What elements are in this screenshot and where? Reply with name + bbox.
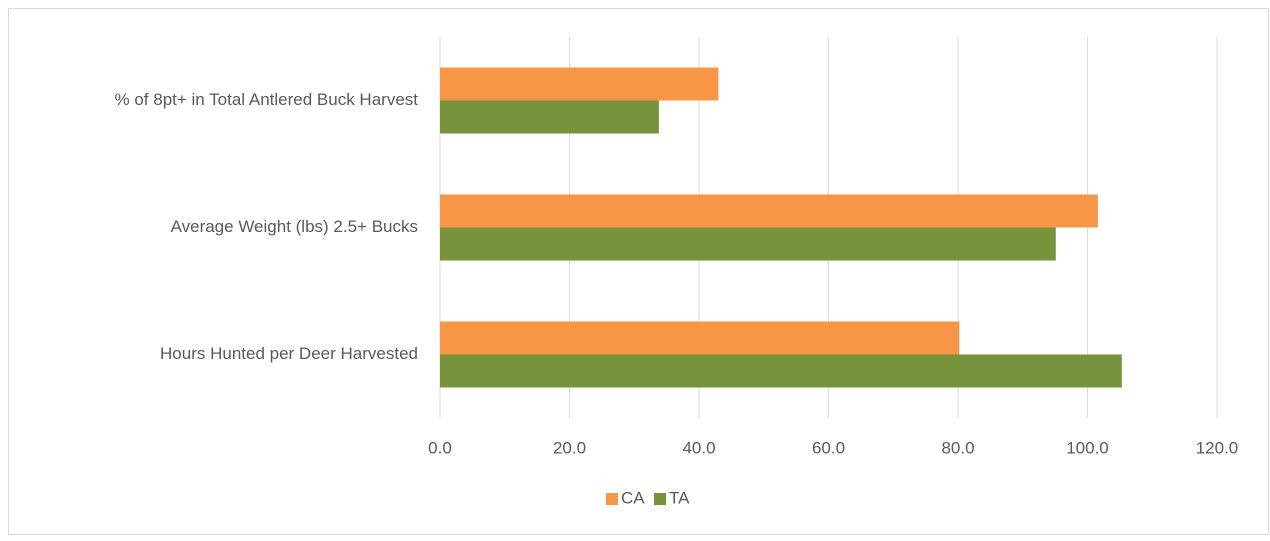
x-tick-label: 0.0 [428, 438, 452, 457]
bar [440, 321, 960, 355]
bar [440, 100, 659, 134]
x-tick-label: 80.0 [941, 438, 974, 457]
bar [440, 194, 1098, 228]
y-tick-label: Average Weight (lbs) 2.5+ Bucks [171, 217, 418, 236]
legend-swatch [606, 493, 618, 505]
y-tick-label: % of 8pt+ in Total Antlered Buck Harvest [115, 90, 419, 109]
legend-label: CA [621, 488, 645, 507]
x-tick-label: 100.0 [1066, 438, 1109, 457]
legend-swatch [654, 493, 666, 505]
bar [440, 354, 1122, 388]
x-tick-label: 120.0 [1196, 438, 1239, 457]
legend-label: TA [669, 488, 690, 507]
y-tick-label: Hours Hunted per Deer Harvested [160, 344, 418, 363]
x-tick-label: 40.0 [682, 438, 715, 457]
x-tick-label: 20.0 [553, 438, 586, 457]
bar [440, 67, 719, 101]
x-tick-label: 60.0 [812, 438, 845, 457]
bar [440, 227, 1056, 261]
